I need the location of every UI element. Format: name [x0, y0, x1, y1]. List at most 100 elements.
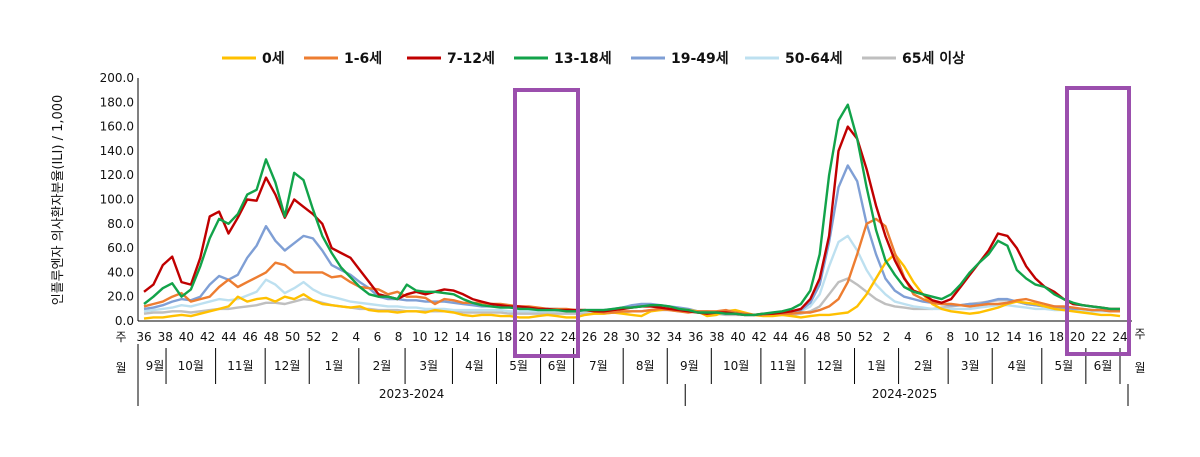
week-tick-label: 24	[1112, 330, 1127, 344]
week-tick-label: 48	[264, 330, 279, 344]
week-tick-label: 42	[752, 330, 767, 344]
x-axis: 36 38 40 42 44 46 48 50 52 2 4 6 8 10 12 14 16 18 20 22 24 26…	[115, 320, 1132, 406]
month-label: 4월	[465, 359, 484, 373]
month-label: 2월	[914, 359, 933, 373]
month-label: 4월	[1008, 359, 1027, 373]
week-tick-label: 10	[412, 330, 427, 344]
week-tick-label: 48	[815, 330, 830, 344]
month-label: 10월	[178, 359, 204, 373]
week-tick-label: 36	[136, 330, 151, 344]
y-tick-label: 0.0	[115, 314, 134, 328]
highlight-boxes	[513, 86, 1131, 358]
month-label: 7월	[589, 359, 608, 373]
month-label: 5월	[1054, 359, 1073, 373]
month-label: 11월	[770, 359, 796, 373]
week-tick-label: 46	[794, 330, 809, 344]
week-tick-label: 22	[1091, 330, 1106, 344]
month-row-label-left: 월	[115, 361, 126, 375]
week-tick-label: 6	[925, 330, 933, 344]
y-tick-label: 180.0	[100, 95, 134, 109]
y-tick-label: 80.0	[107, 217, 134, 231]
week-tick-label: 44	[221, 330, 236, 344]
week-tick-label: 52	[858, 330, 873, 344]
week-tick-label: 40	[179, 330, 194, 344]
week-tick-label: 46	[242, 330, 257, 344]
week-tick-label: 8	[946, 330, 954, 344]
legend-label: 19-49세	[671, 51, 729, 67]
month-label: 11월	[227, 359, 253, 373]
week-tick-label: 4	[904, 330, 912, 344]
legend-label: 0세	[262, 51, 285, 67]
week-tick-label: 34	[667, 330, 682, 344]
week-row-label-left: 주	[115, 330, 126, 344]
month-label: 12월	[274, 359, 300, 373]
month-label: 3월	[419, 359, 438, 373]
month-label: 1월	[325, 359, 344, 373]
series-line-0	[143, 252, 1121, 320]
week-tick-label: 12	[985, 330, 1000, 344]
week-tick-label: 4	[352, 330, 360, 344]
season-label: 2023-2024	[379, 387, 444, 401]
y-tick-label: 100.0	[100, 193, 134, 207]
week-tick-label: 24	[561, 330, 576, 344]
season-label: 2024-2025	[872, 387, 937, 401]
month-label: 3월	[961, 359, 980, 373]
y-tick-label: 120.0	[100, 168, 134, 182]
y-tick-label: 140.0	[100, 144, 134, 158]
y-tick-label: 60.0	[107, 241, 134, 255]
month-label: 9월	[680, 359, 699, 373]
y-tick-label: 40.0	[107, 265, 134, 279]
week-row-label-right: 주	[1134, 327, 1145, 341]
week-tick-label: 32	[646, 330, 661, 344]
highlight-box-2024-may-june	[513, 88, 580, 358]
legend: 0세 1-6세 7-12세 13-18세 19-49세 50-64세 65세 이상	[222, 50, 965, 67]
week-tick-label: 2	[883, 330, 891, 344]
week-tick-label: 18	[497, 330, 512, 344]
week-tick-label: 50	[285, 330, 300, 344]
week-tick-label: 8	[395, 330, 403, 344]
highlight-box-2025-may-june	[1065, 86, 1131, 356]
week-tick-label: 14	[455, 330, 470, 344]
month-label: 12월	[817, 359, 843, 373]
week-tick-label: 18	[1049, 330, 1064, 344]
week-tick-label: 28	[603, 330, 618, 344]
week-tick-label: 42	[200, 330, 215, 344]
month-label: 8월	[636, 359, 655, 373]
week-tick-label: 52	[306, 330, 321, 344]
y-tick-label: 160.0	[100, 120, 134, 134]
series-line-3	[143, 103, 1120, 317]
week-tick-label: 20	[518, 330, 533, 344]
plot-area	[143, 103, 1121, 320]
legend-label: 65세 이상	[902, 50, 965, 67]
month-label: 2월	[373, 359, 392, 373]
series-line-2	[143, 125, 1120, 317]
week-tick-label: 50	[837, 330, 852, 344]
month-row-label-right: 월	[1134, 361, 1145, 375]
week-tick-label: 10	[964, 330, 979, 344]
week-tick-label: 22	[539, 330, 554, 344]
y-axis: 0.0 20.0 40.0 60.0 80.0 100.0 120.0 140.0 160.0 1…	[100, 71, 139, 328]
week-tick-label: 38	[158, 330, 173, 344]
week-tick-label: 40	[730, 330, 745, 344]
week-tick-label: 38	[709, 330, 724, 344]
legend-label: 7-12세	[447, 51, 495, 67]
month-label: 5월	[509, 359, 528, 373]
month-label: 1월	[867, 359, 886, 373]
week-tick-label: 44	[773, 330, 788, 344]
y-axis-label: 인플루엔자 의사환자분율(ILI) / 1,000	[51, 95, 66, 306]
week-tick-label: 16	[476, 330, 491, 344]
month-label: 6월	[548, 359, 567, 373]
week-tick-label: 2	[331, 330, 339, 344]
month-label: 6월	[1094, 359, 1113, 373]
week-tick-label: 12	[433, 330, 448, 344]
week-tick-label: 20	[1070, 330, 1085, 344]
y-tick-label: 200.0	[100, 71, 134, 85]
series-line-1	[143, 217, 1120, 317]
week-tick-label: 14	[1006, 330, 1021, 344]
week-tick-label: 6	[374, 330, 382, 344]
month-label: 9월	[146, 359, 165, 373]
month-label: 10월	[723, 359, 749, 373]
week-tick-label: 26	[582, 330, 597, 344]
week-tick-label: 36	[688, 330, 703, 344]
